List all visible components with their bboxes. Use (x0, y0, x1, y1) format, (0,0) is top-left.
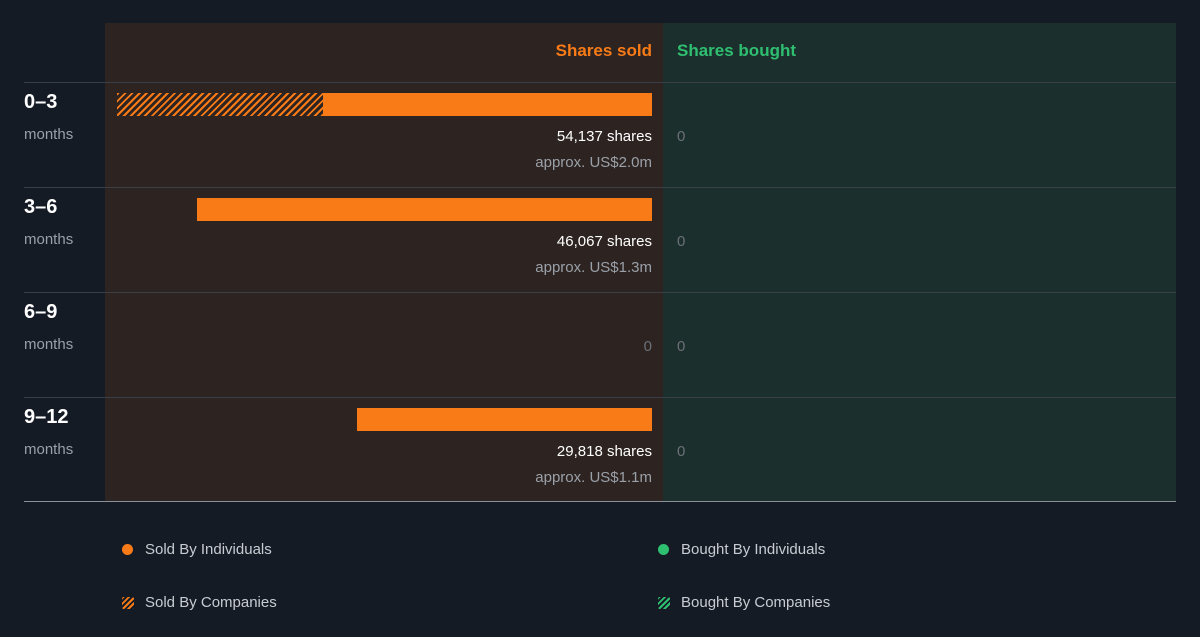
legend-item: Sold By Individuals (122, 541, 272, 558)
row-divider (24, 397, 1176, 398)
legend-hatch-icon (122, 596, 134, 609)
period-unit-label: months (24, 441, 74, 458)
shares-bought-header: Shares bought (677, 41, 797, 60)
shares-bought-zero: 0 (677, 443, 686, 460)
period-label: 6–9 (24, 301, 58, 323)
legend-label: Sold By Companies (145, 594, 277, 611)
chart-baseline (24, 501, 1176, 502)
legend-item: Bought By Individuals (658, 541, 825, 558)
legend-label: Bought By Individuals (681, 541, 826, 558)
legend-label: Sold By Individuals (145, 541, 272, 558)
shares-sold-value: approx. US$1.1m (535, 469, 652, 486)
shares-bought-zero: 0 (677, 128, 686, 145)
shares-sold-count: 54,137 shares (556, 128, 652, 145)
period-label: 0–3 (24, 91, 58, 113)
period-unit-label: months (24, 126, 74, 143)
sold-by-individuals-bar (323, 93, 652, 116)
shares-sold-header: Shares sold (555, 41, 652, 60)
legend-label: Bought By Companies (681, 594, 831, 611)
shares-bought-zero: 0 (677, 233, 686, 250)
legend-item: Bought By Companies (658, 594, 830, 611)
shares-bought-panel (663, 23, 1176, 501)
sold-by-companies-bar (117, 93, 323, 116)
legend-dot-icon (122, 544, 133, 555)
legend-item: Sold By Companies (122, 594, 277, 611)
period-unit-label: months (24, 231, 74, 248)
row-divider (24, 187, 1176, 188)
sold-by-individuals-bar (357, 408, 652, 431)
period-unit-label: months (24, 336, 74, 353)
shares-sold-value: approx. US$2.0m (535, 154, 652, 171)
row-divider (24, 292, 1176, 293)
sold-by-individuals-bar (197, 198, 652, 221)
period-label: 9–12 (24, 406, 69, 428)
legend-dot-icon (658, 544, 669, 555)
legend-hatch-icon (658, 596, 670, 609)
shares-sold-value: approx. US$1.3m (535, 259, 652, 276)
shares-sold-count: 46,067 shares (556, 233, 652, 250)
shares-sold-zero: 0 (643, 338, 652, 355)
shares-bought-zero: 0 (677, 338, 686, 355)
row-divider (24, 82, 1176, 83)
shares-sold-count: 29,818 shares (556, 443, 652, 460)
period-label: 3–6 (24, 196, 58, 218)
